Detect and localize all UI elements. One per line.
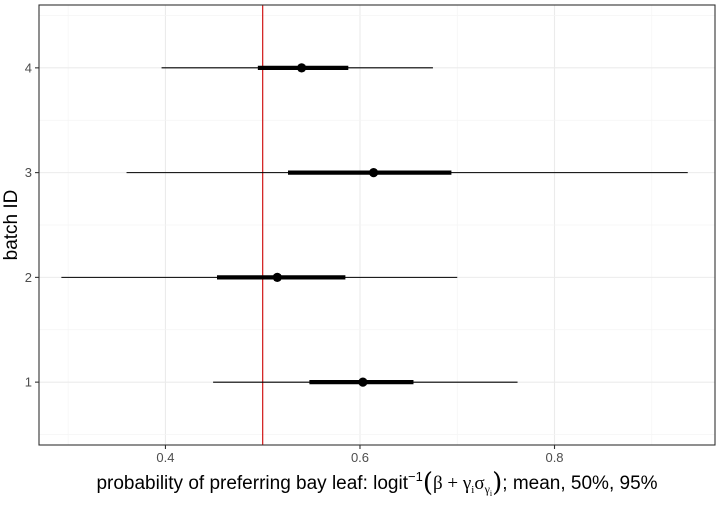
- panel-border: [38, 4, 716, 446]
- x-title-sigma: σ: [474, 473, 484, 494]
- x-title-sigma-sub: γ: [484, 482, 491, 496]
- x-title-formula: β + γ: [433, 473, 471, 494]
- y-tick-label: 2: [25, 270, 32, 285]
- y-axis-title: batch ID: [1, 190, 22, 261]
- tick-layer: 0.4 0.6 0.8 1 2 3 4: [25, 60, 564, 465]
- y-tick-label: 1: [25, 375, 32, 390]
- x-title-prefix: probability of preferring bay leaf: logi…: [96, 473, 408, 494]
- x-title-superscript: −1: [408, 469, 423, 484]
- x-tick-label: 0.4: [156, 450, 174, 465]
- x-tick-label: 0.6: [351, 450, 369, 465]
- x-title-suffix: ; mean, 50%, 95%: [502, 473, 657, 494]
- y-tick-label: 4: [25, 60, 32, 75]
- x-title-close-paren: ): [492, 468, 502, 498]
- x-tick-label: 0.8: [545, 450, 563, 465]
- grid-layer: [39, 5, 715, 445]
- mean-point-batch-2: [272, 272, 282, 282]
- mean-point-batch-4: [297, 63, 307, 73]
- mean-point-batch-1: [358, 377, 368, 387]
- y-tick-label: 3: [25, 165, 32, 180]
- x-title-sigma-sub-i: i: [490, 489, 493, 498]
- mean-point-batch-3: [368, 168, 379, 178]
- x-axis-title: probability of preferring bay leaf: logi…: [96, 468, 657, 498]
- x-title-open-paren: (: [423, 468, 433, 498]
- x-title-sub-i: i: [471, 484, 474, 496]
- estimate-layer: [61, 63, 688, 387]
